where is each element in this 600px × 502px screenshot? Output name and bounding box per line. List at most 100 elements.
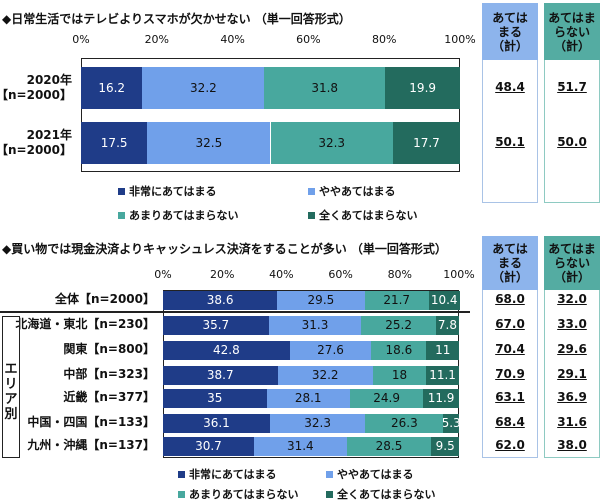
legend-label: 全くあてはまらない [319,209,418,222]
x-tick-label: 80% [371,33,397,46]
bar-segment: 16.2 [81,67,143,109]
bar-segment: 17.5 [81,122,148,164]
x-tick-label: 60% [328,268,353,281]
x-tick-label: 60% [296,33,321,46]
bar-segment: 35 [163,388,267,408]
bar-segment: 42.8 [163,340,290,360]
legend-label: あまりあてはまらない [189,488,299,501]
divider-line [0,311,470,313]
bar-segment: 27.6 [289,340,372,360]
bar-segment: 11.1 [426,365,459,385]
bar-segment: 32.5 [147,122,271,164]
x-tick-label: 80% [387,268,413,281]
plot-area [81,58,460,172]
legend-label: 全くあてはまらない [337,488,436,501]
group-label: エリア別 [4,362,18,422]
legend-item: ややあてはまる [326,466,414,482]
category-label: 近畿【n=377】 [63,390,155,404]
legend-item: 全くあてはまらない [308,207,418,223]
summary-value: 29.6 [557,342,587,356]
summary-value: 36.9 [557,390,587,404]
bar-segment: 11 [426,340,459,360]
bar-segment: 18 [372,365,427,385]
bar-segment: 28.5 [346,436,432,456]
legend-swatch [308,211,315,219]
bar-segment: 9.5 [431,436,460,456]
category-label: 九州・沖縄【n=137】 [27,438,155,452]
summary-value: 70.9 [495,367,525,381]
bar-segment: 18.6 [371,340,427,360]
legend-label: 非常にあてはまる [189,468,277,481]
legend-label: 非常にあてはまる [129,185,217,198]
legend-item: 非常にあてはまる [118,183,217,199]
category-label: 2020年 【n=2000】 [0,73,72,102]
bar-segment: 38.7 [163,365,278,385]
bar-segment: 36.1 [163,413,270,433]
legend-swatch [326,470,333,478]
bar-segment: 31.8 [264,67,385,109]
legend-label: ややあてはまる [337,468,414,481]
legend-label: あまりあてはまらない [129,209,239,222]
legend-swatch [308,187,315,195]
summary-header: あては まる （計） [482,3,538,60]
legend-item: 非常にあてはまる [178,466,277,482]
summary-value: 67.0 [495,317,525,331]
bar-segment: 19.9 [384,67,461,109]
bar-segment: 32.2 [277,365,373,385]
legend-label: ややあてはまる [319,185,396,198]
legend-item: あまりあてはまらない [178,486,299,502]
bar-segment: 11.9 [423,388,459,408]
summary-value: 29.1 [557,367,587,381]
summary-value: 33.0 [557,317,587,331]
bar-segment: 21.7 [364,290,429,310]
bar-segment: 28.1 [266,388,350,408]
summary-value: 50.1 [495,135,525,149]
legend-item: 全くあてはまらない [326,486,436,502]
category-label: 北海道・東北【n=230】 [15,317,155,331]
summary-header: あてはま らない （計） [544,236,600,290]
legend-item: ややあてはまる [308,183,396,199]
summary-value: 38.0 [557,438,587,452]
summary-value: 50.0 [557,135,587,149]
bar-segment: 38.6 [163,290,278,310]
x-tick-label: 40% [269,268,294,281]
bar-segment: 5.3 [443,413,459,433]
summary-value: 32.0 [557,292,587,306]
category-label: 全体【n=2000】 [55,292,155,306]
bar-segment: 30.7 [163,436,254,456]
bar-segment: 25.2 [361,315,436,335]
category-label: 中国・四国【n=133】 [27,415,155,429]
chart-title: ◆買い物では現金決済よりキャッシュレス決済をすることが多い （単一回答形式） [2,242,447,256]
bar-segment: 35.7 [163,315,269,335]
bar-segment: 10.4 [428,290,460,310]
bar-segment: 7.8 [435,315,459,335]
summary-value: 63.1 [495,390,525,404]
legend-item: あまりあてはまらない [118,207,239,223]
x-tick-label: 40% [220,33,245,46]
x-tick-label: 100% [443,268,475,281]
x-tick-label: 20% [209,268,235,281]
summary-value: 48.4 [495,80,525,94]
bar-segment: 26.3 [365,413,444,433]
bar-segment: 24.9 [349,388,424,408]
x-tick-label: 100% [444,33,476,46]
summary-header: あてはま らない （計） [544,3,600,60]
category-label: 関東【n=800】 [63,342,155,356]
category-label: 2021年 【n=2000】 [0,128,72,157]
chart-title: ◆日常生活ではテレビよりスマホが欠かせない （単一回答形式） [2,12,351,26]
bar-segment: 32.3 [269,413,366,433]
category-label: 中部【n=323】 [63,367,155,381]
summary-value: 62.0 [495,438,525,452]
bar-segment: 32.3 [270,122,393,164]
summary-value: 68.4 [495,415,525,429]
x-tick-label: 20% [144,33,170,46]
legend-swatch [178,490,185,498]
legend-swatch [178,470,185,478]
bar-segment: 32.2 [142,67,265,109]
x-tick-label: 0% [72,33,90,46]
summary-header: あては まる （計） [482,236,538,290]
summary-value: 51.7 [557,80,587,94]
summary-value: 31.6 [557,415,587,429]
bar-segment: 31.4 [253,436,347,456]
x-tick-label: 0% [154,268,172,281]
